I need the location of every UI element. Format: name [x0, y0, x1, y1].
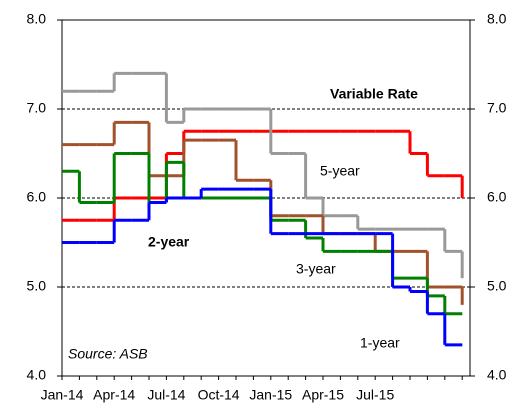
y2-tick-label: 6.0: [487, 189, 507, 205]
x-tick-label: Jul-15: [356, 387, 394, 403]
x-tick-label: Jan-15: [249, 387, 292, 403]
plot-frame: [61, 19, 471, 377]
series-label: 5-year: [320, 163, 360, 179]
y2-tick-label: 4.0: [487, 367, 507, 383]
y2-tick-label: 8.0: [487, 11, 507, 27]
y2-tick-label: 5.0: [487, 278, 507, 294]
x-tick-label: Jan-14: [41, 387, 84, 403]
series-label: 1-year: [360, 335, 400, 351]
y-tick-label: 8.0: [27, 11, 47, 27]
x-tick-label: Oct-14: [198, 387, 240, 403]
series-label: 2-year: [148, 234, 190, 250]
y2-tick-label: 7.0: [487, 100, 507, 116]
y-tick-label: 5.0: [27, 278, 47, 294]
x-tick-label: Apr-15: [302, 387, 344, 403]
source-note: Source: ASB: [68, 346, 148, 362]
x-tick-label: Apr-14: [93, 387, 135, 403]
y-tick-label: 4.0: [27, 367, 47, 383]
series-label: Variable Rate: [330, 86, 418, 102]
x-tick-label: Jul-14: [147, 387, 185, 403]
y-tick-label: 6.0: [27, 189, 47, 205]
y-tick-label: 7.0: [27, 100, 47, 116]
series-label: 3-year: [296, 261, 336, 277]
